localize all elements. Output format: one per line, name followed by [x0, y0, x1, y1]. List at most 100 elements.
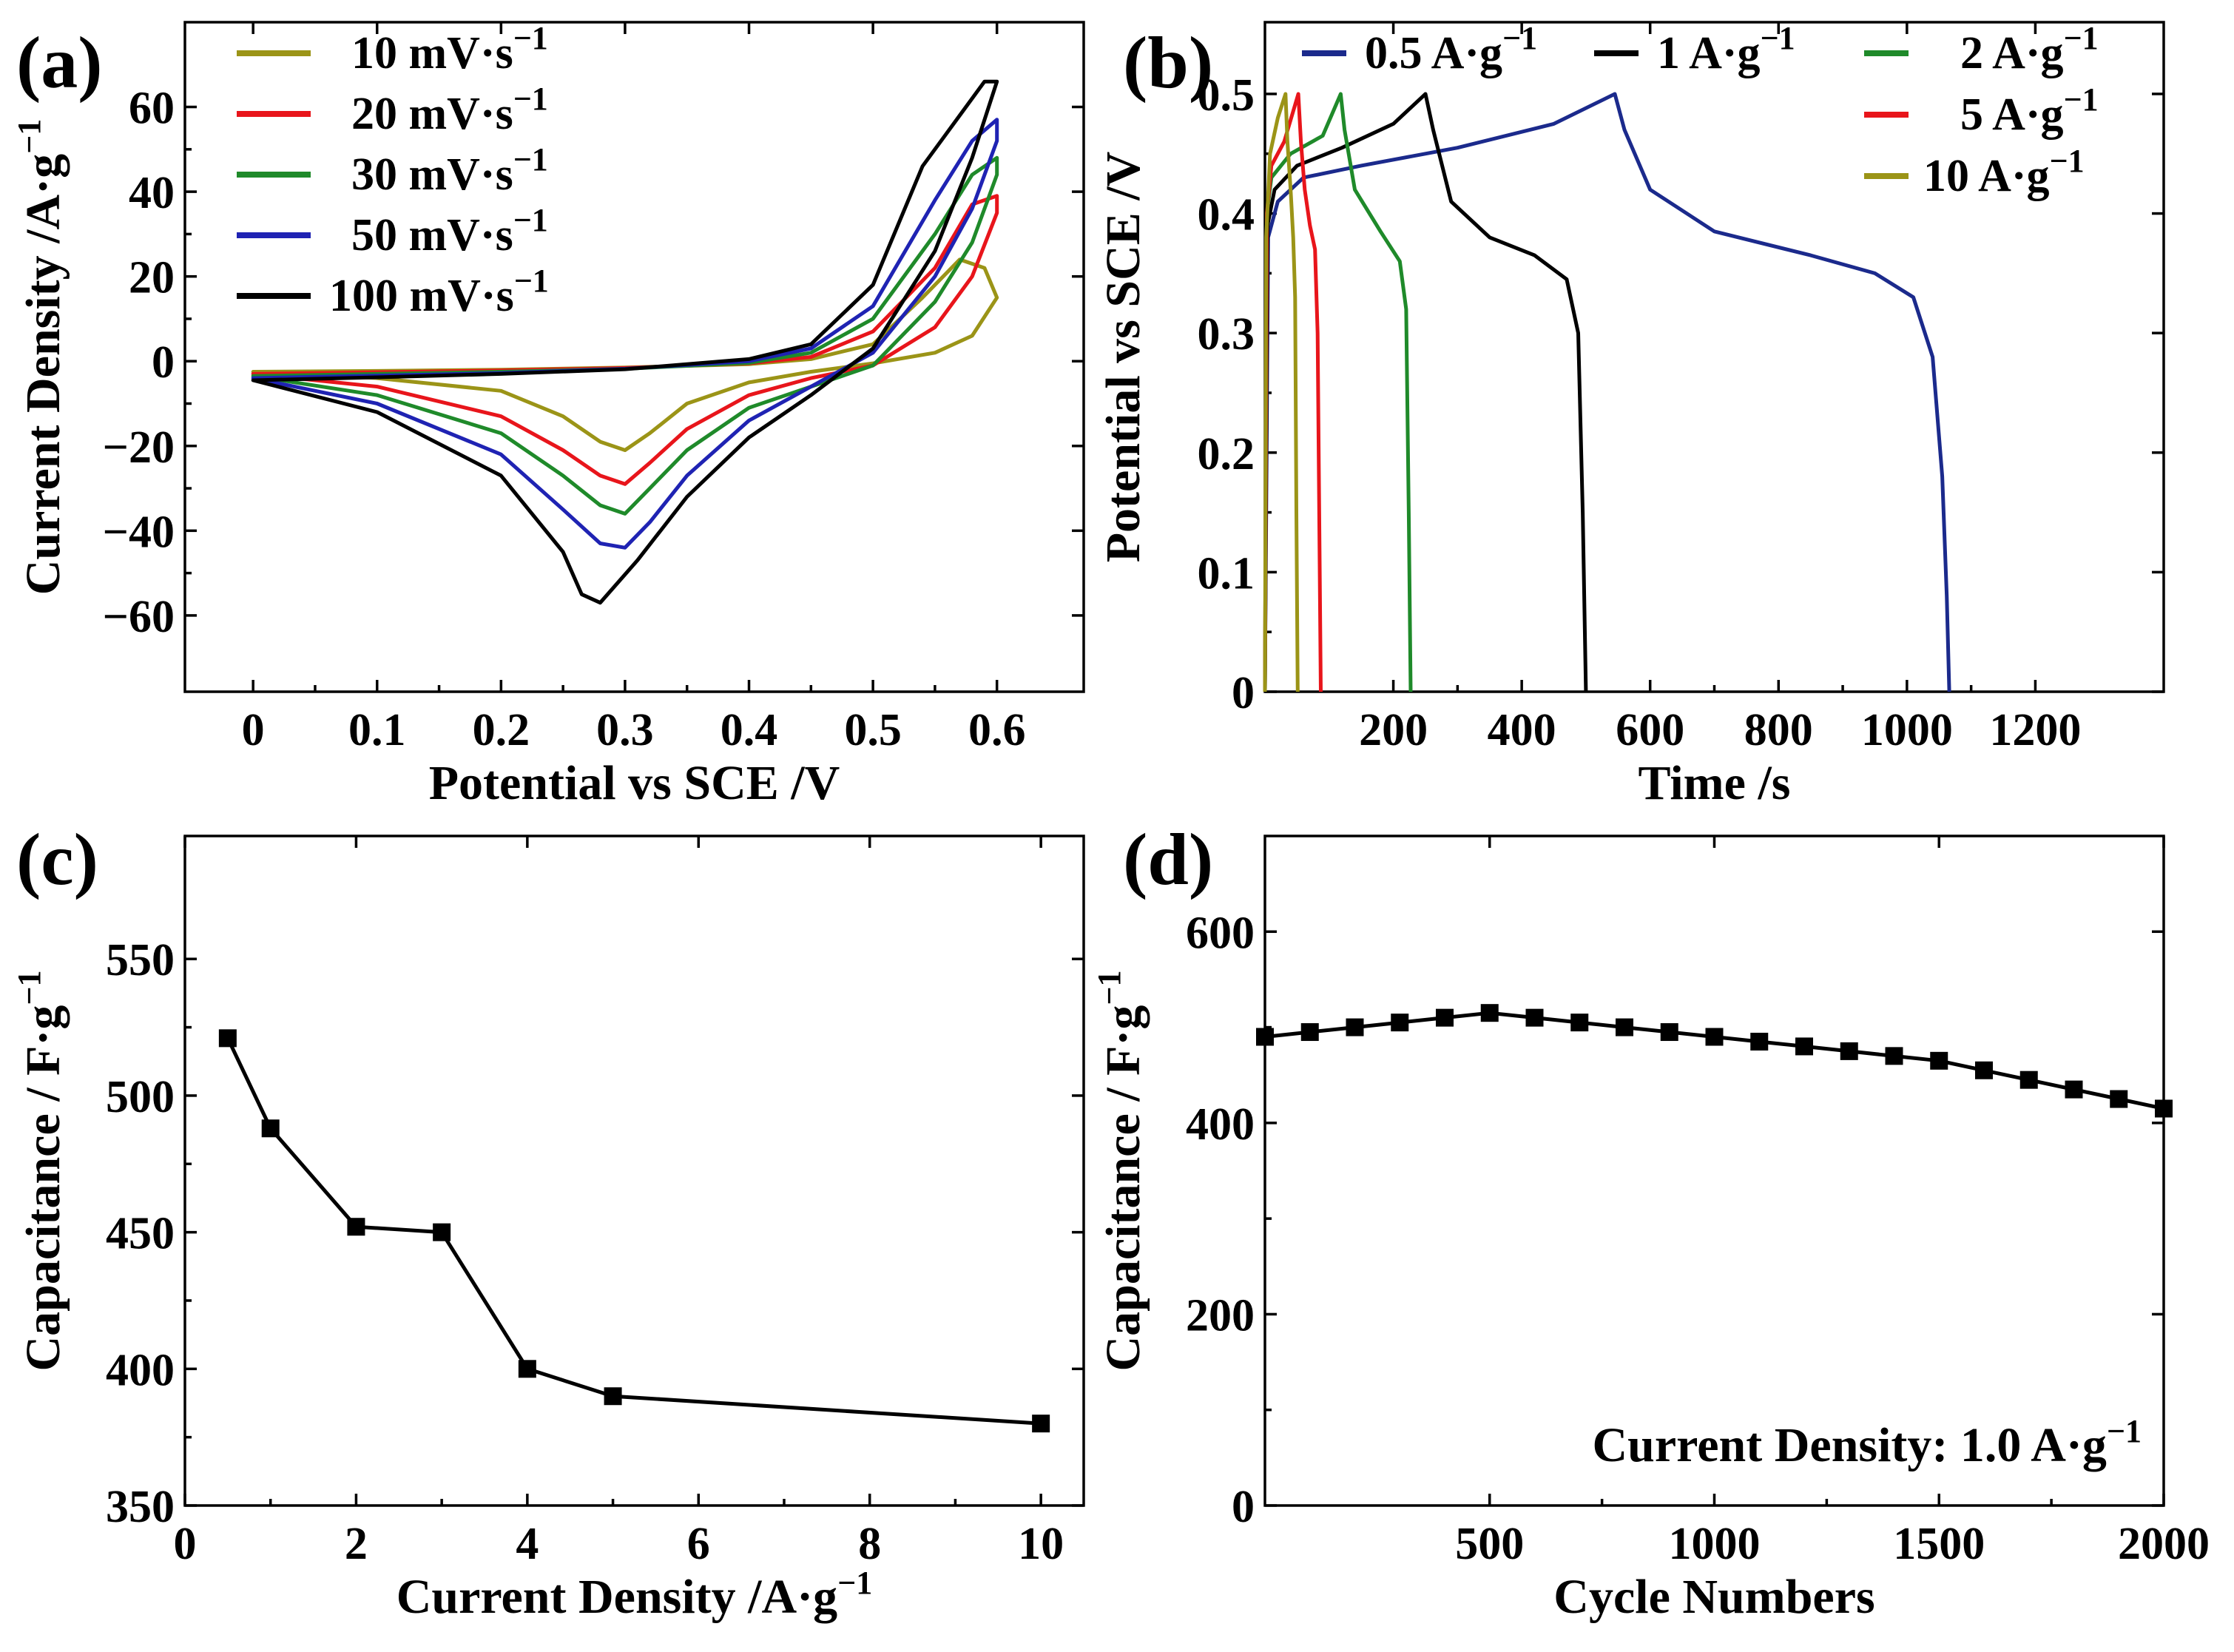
x-tick-label: 0	[174, 1519, 197, 1569]
x-tick-label: 0.4	[721, 705, 778, 755]
x-tick-label: 1000	[1861, 705, 1953, 755]
x-tick-label: 1000	[1669, 1519, 1761, 1569]
plot-frame	[183, 21, 1085, 693]
y-tick-label: 450	[106, 1209, 175, 1259]
legend-label: 0.5 A·g−1	[1365, 20, 1537, 78]
data-point	[1975, 1061, 1993, 1079]
legend-label: 30 mV·s−1	[351, 141, 548, 200]
series-line-b-1	[1263, 92, 1588, 692]
x-tick-label: 0.5	[844, 705, 902, 755]
y-tick-label: 0.2	[1198, 429, 1255, 479]
y-tick-label: 500	[106, 1072, 175, 1122]
data-point	[1525, 1008, 1544, 1027]
data-point	[1436, 1008, 1454, 1027]
y-tick-label: 0.4	[1198, 190, 1255, 240]
series-line-b-2	[1263, 92, 1413, 692]
y-tick-label: 550	[106, 935, 175, 985]
data-point	[1570, 1014, 1589, 1032]
data-point	[1750, 1032, 1769, 1051]
plot-frame	[183, 835, 1085, 1507]
data-point	[1840, 1042, 1858, 1060]
data-point	[2065, 1080, 2083, 1099]
data-point	[347, 1218, 365, 1236]
x-axis-label: Current Density /A·g−1	[396, 1565, 873, 1624]
y-tick-label: 600	[1186, 908, 1255, 958]
panel-c: 0 2 4 6 8 10 350 400 450 500 550 Current Density /A…	[11, 835, 1085, 1624]
y-tick-label: 0.1	[1198, 548, 1255, 599]
x-tick-label: 400	[1488, 705, 1556, 755]
legend-label: 1 A·g−1	[1657, 20, 1795, 78]
y-tick-label: 60	[129, 84, 175, 134]
x-tick-label: 6	[687, 1519, 710, 1569]
data-point	[1930, 1051, 1948, 1070]
y-tick-label: −40	[103, 507, 175, 557]
legend-label: 10 A·g−1	[1923, 143, 2085, 201]
x-tick-label: 1500	[1893, 1519, 1985, 1569]
y-tick-label: 20	[129, 253, 175, 303]
y-tick-label: 400	[1186, 1099, 1255, 1150]
panel-d: 500 1000 1500 2000 0 200 400 600 Cycle Numbers Ca…	[1091, 835, 2210, 1624]
panel-label-d: (d)	[1123, 818, 1213, 900]
y-tick-label: 400	[106, 1345, 175, 1395]
panel-label-b: (b)	[1123, 21, 1213, 104]
plot-frame	[1263, 835, 2165, 1507]
data-point	[1885, 1047, 1903, 1065]
y-axis-label: Potential vs SCE /V	[1096, 152, 1150, 563]
data-point	[1032, 1415, 1050, 1433]
x-tick-label: 600	[1616, 705, 1684, 755]
data-point	[2155, 1099, 2173, 1118]
y-tick-label: −60	[103, 592, 175, 642]
x-tick-label: 2	[345, 1519, 368, 1569]
x-tick-label: 4	[516, 1519, 539, 1569]
legend-label: 10 mV·s−1	[351, 20, 548, 78]
y-tick-label: −20	[103, 422, 175, 473]
data-point	[433, 1223, 451, 1241]
y-tick-label: 200	[1186, 1290, 1255, 1341]
series-line-a-4	[251, 79, 999, 605]
data-point	[218, 1029, 237, 1048]
data-point	[1480, 1004, 1499, 1022]
legend-label: 20 mV·s−1	[351, 81, 548, 139]
data-point	[261, 1119, 280, 1138]
x-tick-label: 200	[1359, 705, 1428, 755]
data-point	[518, 1360, 536, 1378]
data-point	[1391, 1014, 1409, 1032]
x-tick-label: 2000	[2118, 1519, 2210, 1569]
x-tick-label: 8	[858, 1519, 881, 1569]
annotation: Current Density: 1.0 A·g−1	[1593, 1413, 2142, 1472]
y-tick-label: 0	[1232, 1482, 1255, 1532]
panel-b: 200 400 600 800 1000 1200 0 0.1 0.2 0.3 0.4 0.5 Time…	[1096, 20, 2165, 810]
panel-label-a: (a)	[16, 21, 103, 104]
legend-label: 50 mV·s−1	[351, 202, 548, 260]
y-tick-label: 350	[106, 1482, 175, 1532]
legend-label: 100 mV·s−1	[329, 263, 549, 321]
data-point	[1705, 1028, 1724, 1046]
series-line-b-0	[1263, 92, 1951, 692]
data-point	[1616, 1018, 1633, 1036]
y-axis-label: Capacitance / F·g−1	[1091, 970, 1150, 1371]
x-axis-label: Time /s	[1639, 756, 1791, 810]
series-line-b-3	[1263, 92, 1323, 692]
data-point	[1795, 1037, 1813, 1056]
data-point	[2019, 1071, 2038, 1089]
y-axis-label: Capacitance / F·g−1	[11, 970, 70, 1371]
data-point	[1256, 1028, 1274, 1046]
x-axis-label: Potential vs SCE /V	[429, 756, 840, 810]
y-tick-label: 0	[1232, 668, 1255, 718]
y-tick-label: 0	[152, 337, 175, 388]
panel-label-c: (c)	[16, 818, 98, 900]
y-tick-label: 0.5	[1198, 70, 1255, 121]
legend-label: 2 A·g−1	[1960, 20, 2099, 78]
x-tick-label: 10	[1018, 1519, 1064, 1569]
y-tick-label: 40	[129, 168, 175, 218]
y-tick-label: 0.3	[1198, 309, 1255, 360]
panel-a: 0 0.1 0.2 0.3 0.4 0.5 0.6 −60 −40 −20 0 20 40 60 Poten…	[11, 20, 1085, 810]
y-axis-label: Current Density /A·g−1	[11, 119, 70, 596]
data-point	[1660, 1023, 1678, 1042]
x-tick-label: 1200	[1989, 705, 2081, 755]
data-point	[1346, 1018, 1364, 1036]
x-tick-label: 500	[1455, 1519, 1524, 1569]
x-tick-label: 0.6	[968, 705, 1026, 755]
x-tick-label: 0.2	[473, 705, 530, 755]
